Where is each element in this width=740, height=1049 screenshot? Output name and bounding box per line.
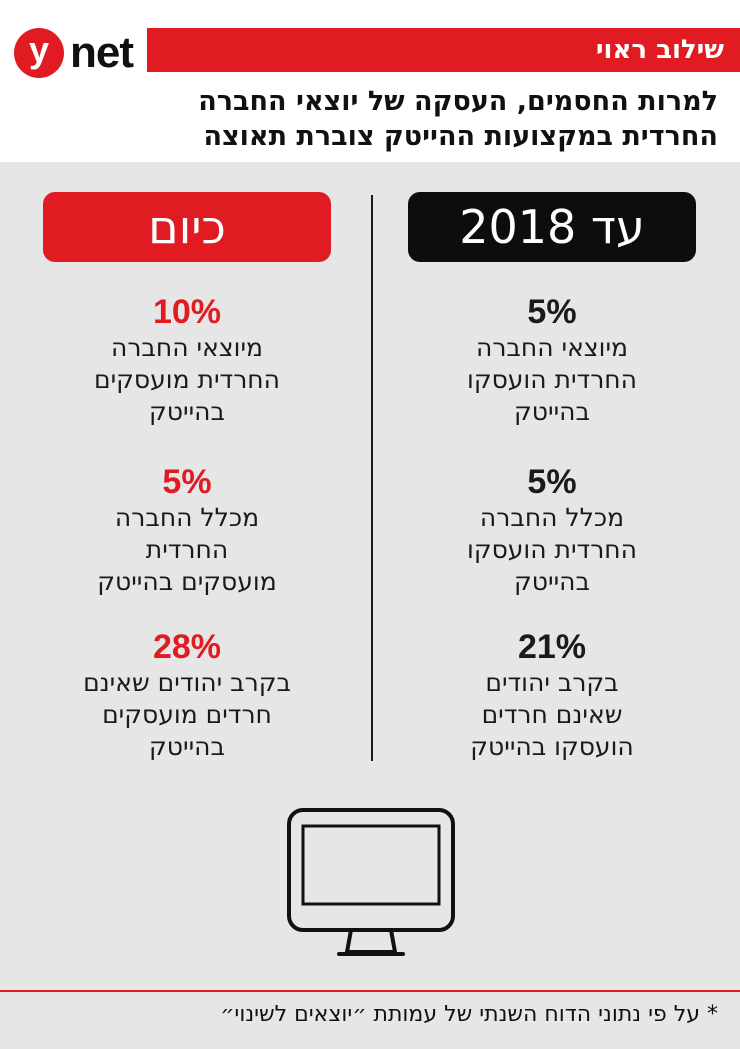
headline-line-1: למרות החסמים, העסקה של יוצאי החברה [198, 86, 718, 117]
ynet-logo: y net [14, 28, 140, 78]
until-2018-stat-1: 5% מיוצאי החברה החרדית הועסקו בהייטק [402, 292, 702, 428]
stat-value: 21% [517, 628, 587, 666]
source-note: * על פי נתוני הדוח השנתי של עמותת ״יוצאי… [220, 1002, 718, 1027]
stat-description: בקרב יהודים שאינם חרדים מועסקים בהייטק [83, 668, 291, 761]
stat-value: 5% [162, 463, 212, 501]
headline-line-2: החרדית במקצועות ההייטק צוברת תאוצה [203, 121, 718, 152]
stat-value: 28% [152, 628, 222, 666]
until-2018-stat-2: 5% מכלל החברה החרדית הועסקו בהייטק [402, 462, 702, 598]
stat-description: בקרב יהודים שאינם חרדים הועסקו בהייטק [470, 668, 634, 761]
stat-value: 10% [152, 293, 222, 331]
headline: למרות החסמים, העסקה של יוצאי החברה החרדי… [38, 84, 718, 154]
today-header: כיום [43, 192, 331, 262]
today-stat-3: 28% בקרב יהודים שאינם חרדים מועסקים בהיי… [37, 627, 337, 763]
stat-description: מיוצאי החברה החרדית הועסקו בהייטק [467, 333, 637, 426]
footer-divider [0, 990, 740, 992]
logo-wordmark: net [70, 28, 134, 77]
today-stat-2: 5% מכלל החברה החרדית מועסקים בהייטק [37, 462, 337, 598]
logo-circle: y [14, 28, 64, 78]
section-label: שילוב ראוי [595, 35, 724, 65]
until-2018-stat-3: 21% בקרב יהודים שאינם חרדים הועסקו בהייט… [402, 627, 702, 763]
stat-value: 5% [527, 463, 577, 501]
today-stat-1: 10% מיוצאי החברה החרדית מועסקים בהייטק [37, 292, 337, 428]
stat-description: מכלל החברה החרדית מועסקים בהייטק [97, 503, 277, 596]
stat-value: 5% [527, 293, 577, 331]
computer-monitor-icon [287, 808, 455, 956]
column-divider [371, 195, 373, 761]
section-bar: שילוב ראוי [147, 28, 740, 72]
content-panel [0, 162, 740, 1049]
stat-description: מיוצאי החברה החרדית מועסקים בהייטק [94, 333, 280, 426]
stat-description: מכלל החברה החרדית הועסקו בהייטק [467, 503, 637, 596]
until-2018-header: עד 2018 [408, 192, 696, 262]
